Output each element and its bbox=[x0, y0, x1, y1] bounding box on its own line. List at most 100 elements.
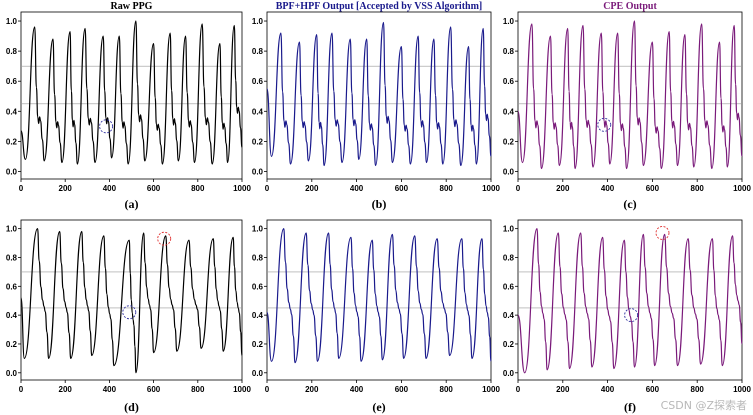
panel-label-b: (b) bbox=[372, 197, 387, 211]
panel-label-d: (d) bbox=[124, 400, 139, 414]
series-line-d bbox=[20, 227, 243, 374]
y-tick-label: 1.0 bbox=[6, 225, 18, 234]
x-tick-label: 800 bbox=[691, 385, 705, 394]
highlight-circle-0 bbox=[157, 231, 172, 246]
y-tick-label: 0.2 bbox=[503, 340, 515, 349]
x-tick-label: 200 bbox=[305, 184, 319, 193]
series-line-b bbox=[266, 21, 492, 167]
y-tick-label: 0.0 bbox=[6, 167, 18, 176]
y-tick-label: 0.8 bbox=[6, 47, 18, 56]
y-tick-label: 0.0 bbox=[6, 369, 18, 378]
y-tick-label: 0.0 bbox=[503, 369, 515, 378]
plot-frame bbox=[20, 219, 243, 381]
y-tick-label: 0.8 bbox=[503, 47, 515, 56]
panel-f: 0.0 0.2 0.4 0.6 0.8 1.0 0 200 400 600 800 1000 (f) bbox=[503, 219, 751, 414]
y-tick-label: 0.8 bbox=[6, 253, 18, 262]
panel-e: 0.0 0.2 0.4 0.6 0.8 1.0 0 200 400 600 800 1000 (e) bbox=[252, 219, 500, 414]
x-tick-label: 0 bbox=[265, 184, 270, 193]
y-tick-label: 1.0 bbox=[503, 17, 515, 26]
plot-frame bbox=[517, 219, 743, 381]
x-tick-label: 600 bbox=[147, 385, 161, 394]
highlight-circle-0 bbox=[655, 226, 670, 240]
x-tick-label: 200 bbox=[59, 184, 73, 193]
y-tick-label: 0.2 bbox=[503, 137, 515, 146]
y-tick-label: 0.6 bbox=[503, 282, 515, 291]
x-tick-label: 1000 bbox=[482, 385, 500, 394]
series-line-c bbox=[517, 20, 743, 170]
plot-frame bbox=[20, 11, 243, 180]
highlight-circle-0 bbox=[99, 119, 114, 134]
y-tick-label: 1.0 bbox=[503, 225, 515, 234]
watermark-text: CSDN @Z探索者 bbox=[660, 399, 747, 412]
x-tick-label: 1000 bbox=[482, 184, 500, 193]
x-tick-label: 600 bbox=[395, 385, 409, 394]
y-tick-label: 0.6 bbox=[252, 282, 264, 291]
x-tick-label: 800 bbox=[440, 184, 454, 193]
y-tick-label: 0.4 bbox=[252, 107, 264, 116]
panel-title-b: BPF+HPF Output [Accepted by VSS Algorith… bbox=[276, 1, 483, 12]
y-tick-label: 0.6 bbox=[6, 77, 18, 86]
x-tick-label: 0 bbox=[516, 184, 521, 193]
x-tick-label: 600 bbox=[395, 184, 409, 193]
panel-label-c: (c) bbox=[623, 197, 636, 211]
y-tick-label: 0.6 bbox=[6, 282, 18, 291]
y-tick-label: 0.4 bbox=[503, 311, 515, 320]
series-line-a bbox=[20, 20, 243, 165]
x-tick-label: 1000 bbox=[733, 385, 751, 394]
panel-b: 0.0 0.2 0.4 0.6 0.8 1.0 0 200 400 600 800 1000 BPF+H… bbox=[252, 1, 501, 211]
y-tick-label: 1.0 bbox=[6, 17, 18, 26]
series-line-e bbox=[266, 227, 492, 364]
y-tick-label: 0.0 bbox=[503, 167, 515, 176]
x-tick-label: 0 bbox=[19, 385, 24, 394]
panel-label-e: (e) bbox=[372, 400, 385, 414]
x-tick-label: 400 bbox=[601, 184, 615, 193]
y-tick-label: 0.4 bbox=[6, 107, 18, 116]
x-tick-label: 200 bbox=[59, 385, 73, 394]
y-tick-label: 0.8 bbox=[252, 253, 264, 262]
y-tick-label: 0.4 bbox=[6, 311, 18, 320]
x-tick-label: 800 bbox=[191, 385, 205, 394]
plot-frame bbox=[266, 219, 492, 381]
x-tick-label: 800 bbox=[691, 184, 705, 193]
x-tick-label: 600 bbox=[646, 385, 660, 394]
y-tick-label: 0.4 bbox=[503, 107, 515, 116]
plot-frame bbox=[266, 11, 492, 180]
x-tick-label: 600 bbox=[147, 184, 161, 193]
series-line-f bbox=[517, 227, 743, 374]
highlight-circle-1 bbox=[122, 305, 137, 320]
x-tick-label: 400 bbox=[350, 184, 364, 193]
y-tick-label: 0.6 bbox=[252, 77, 264, 86]
x-tick-label: 800 bbox=[440, 385, 454, 394]
y-tick-label: 0.4 bbox=[252, 311, 264, 320]
y-tick-label: 0.8 bbox=[252, 47, 264, 56]
y-tick-label: 0.2 bbox=[252, 137, 264, 146]
x-tick-label: 400 bbox=[103, 385, 117, 394]
plot-frame bbox=[517, 11, 743, 180]
x-tick-label: 1000 bbox=[733, 184, 751, 193]
y-tick-label: 1.0 bbox=[252, 225, 264, 234]
y-tick-label: 0.8 bbox=[503, 253, 515, 262]
y-tick-label: 0.0 bbox=[252, 369, 264, 378]
y-tick-label: 0.2 bbox=[252, 340, 264, 349]
x-tick-label: 0 bbox=[19, 184, 24, 193]
y-tick-label: 0.2 bbox=[6, 340, 18, 349]
x-tick-label: 200 bbox=[305, 385, 319, 394]
x-tick-label: 1000 bbox=[233, 184, 251, 193]
highlight-circle-0 bbox=[597, 117, 612, 132]
x-tick-label: 0 bbox=[265, 385, 270, 394]
x-tick-label: 400 bbox=[601, 385, 615, 394]
x-tick-label: 400 bbox=[350, 385, 364, 394]
panel-title-c: CPE Output bbox=[603, 1, 657, 12]
x-tick-label: 200 bbox=[556, 385, 570, 394]
x-tick-label: 0 bbox=[516, 385, 521, 394]
x-tick-label: 1000 bbox=[233, 385, 251, 394]
panel-c: 0.0 0.2 0.4 0.6 0.8 1.0 0 200 400 600 800 1000 CPE O… bbox=[503, 1, 752, 211]
highlight-circle-1 bbox=[624, 308, 639, 323]
y-tick-label: 0.0 bbox=[252, 167, 264, 176]
panel-title-a: Raw PPG bbox=[111, 1, 153, 12]
y-tick-label: 0.2 bbox=[6, 137, 18, 146]
panel-a: 0.0 0.2 0.4 0.6 0.8 1.0 0 200 400 600 800 1000 Raw P… bbox=[6, 1, 252, 211]
y-tick-label: 1.0 bbox=[252, 17, 264, 26]
x-tick-label: 400 bbox=[103, 184, 117, 193]
y-tick-label: 0.6 bbox=[503, 77, 515, 86]
